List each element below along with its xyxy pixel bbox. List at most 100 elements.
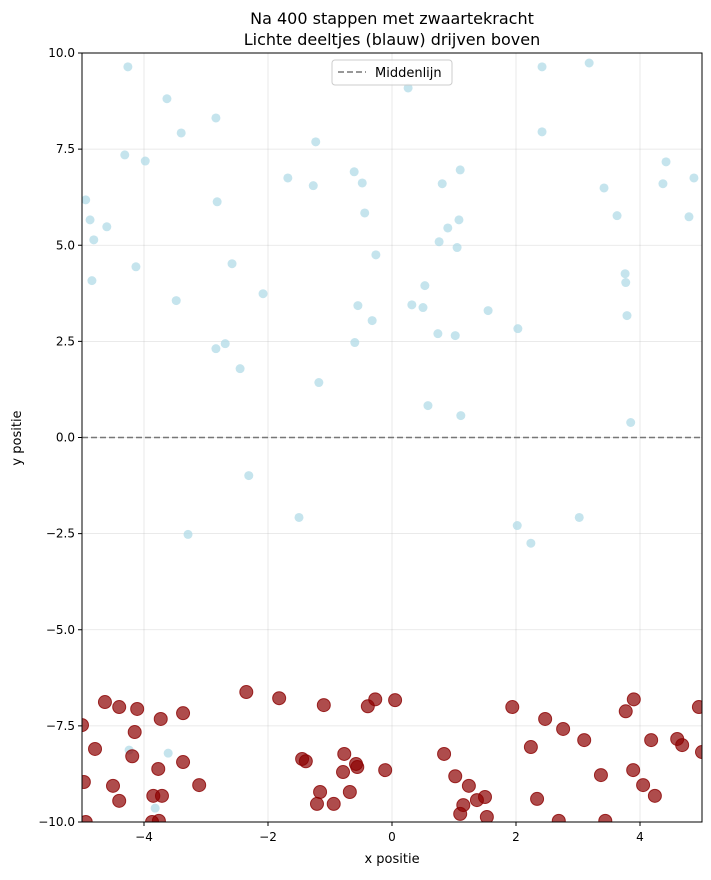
heavy-particle-point [82,815,93,822]
light-particle-point [357,178,367,188]
light-particle-point [308,181,318,191]
light-particle-point [283,173,293,183]
y-tick-label: 2.5 [56,334,75,348]
light-particle-point [434,237,444,247]
heavy-particle-point [326,796,341,811]
light-particle-point [584,58,594,68]
light-particle-point [244,471,254,481]
light-particle-point [574,512,584,522]
light-particle-point [620,269,630,279]
light-particle-point [621,278,631,288]
light-particle-point [353,301,363,311]
light-particle-point [512,521,522,531]
light-particle-point [684,212,694,222]
light-particle-point [349,167,359,177]
heavy-particle-point [298,754,313,769]
heavy-particle-point [505,700,520,715]
light-particle-point [220,339,230,349]
heavy-particle-point [82,718,89,733]
heavy-particle-point [530,791,545,806]
light-particle-point [176,128,186,138]
light-particle-point [418,303,428,313]
light-particle-point [423,401,433,411]
heavy-particle-point [106,778,120,793]
light-particle-point [140,156,150,166]
light-particle-point [599,183,609,193]
light-particle-point [123,62,133,72]
light-particle-point [314,378,324,388]
light-particle-point [311,137,321,147]
heavy-particle-point [342,785,357,800]
y-tick-label: −10.0 [38,815,75,829]
legend-entry-midline: Middenlijn [375,66,442,81]
heavy-particle-point [272,691,287,706]
light-particle-point [420,281,430,291]
chart-title-line-2: Lichte deeltjes (blauw) drijven boven [244,30,541,49]
heavy-particle-point [145,815,160,822]
heavy-particle-point [176,706,191,721]
light-particle-point [258,289,268,299]
heavy-particle-point [337,746,352,761]
heavy-particle-point [125,749,140,764]
y-tick-label: 10.0 [48,46,75,60]
heavy-particle-point [350,760,365,775]
heavy-particle-point [97,695,112,710]
heavy-particle-point [176,755,191,770]
x-tick-label: −4 [135,830,153,844]
y-tick-label: −2.5 [46,527,75,541]
light-particle-point [235,364,245,374]
heavy-particle-point [316,698,331,713]
light-particle-point [162,94,172,104]
light-particle-point [403,83,413,93]
light-particle-point [537,62,547,72]
heavy-particle-point [644,733,659,748]
light-particle-point [367,316,377,326]
heavy-particle-point [130,701,145,716]
heavy-particle-point [556,721,571,736]
y-tick-label: −7.5 [46,719,75,733]
heavy-particle-point [461,778,476,793]
light-particle-point [360,208,370,218]
heavy-particle-point [479,810,494,822]
light-particle-point [87,276,97,286]
heavy-particle-point [626,692,641,707]
light-particle-point [150,803,160,813]
heavy-particle-point [151,761,166,776]
light-particle-point [661,157,671,167]
light-particle-point [120,150,130,160]
light-particle-point [211,344,221,354]
light-particle-point [456,411,466,421]
light-particle-point [212,197,222,207]
light-particle-point [437,179,447,189]
heavy-particle-point [551,813,566,822]
x-tick-label: 4 [636,830,644,844]
heavy-particle-point [313,785,328,800]
light-particle-point [227,259,237,269]
x-tick-label: 2 [512,830,520,844]
heavy-particle-point [598,813,613,822]
light-particle-point [294,512,304,522]
heavy-particle-point [618,704,633,719]
heavy-particle-point [647,788,662,803]
light-particle-point [526,538,536,548]
heavy-particle-point [636,778,651,793]
light-particle-point [612,211,622,221]
heavy-particle-point [239,685,254,700]
light-particle-point [658,179,668,189]
light-particle-point [433,329,443,339]
x-axis-label: x positie [364,852,419,867]
heavy-particle-point [112,793,127,808]
x-tick-label: −2 [259,830,277,844]
heavy-particle-point [82,775,91,790]
light-particle-point [450,331,460,341]
light-particle-point [171,296,181,306]
heavy-particle-point [336,765,351,780]
heavy-particle-point [378,763,393,778]
heavy-particle-point [448,769,463,784]
light-particle-point [102,222,112,232]
heavy-particle-point [593,768,608,783]
heavy-particle-point [695,745,702,760]
heavy-particle-point [675,738,690,753]
legend-box [331,59,453,86]
